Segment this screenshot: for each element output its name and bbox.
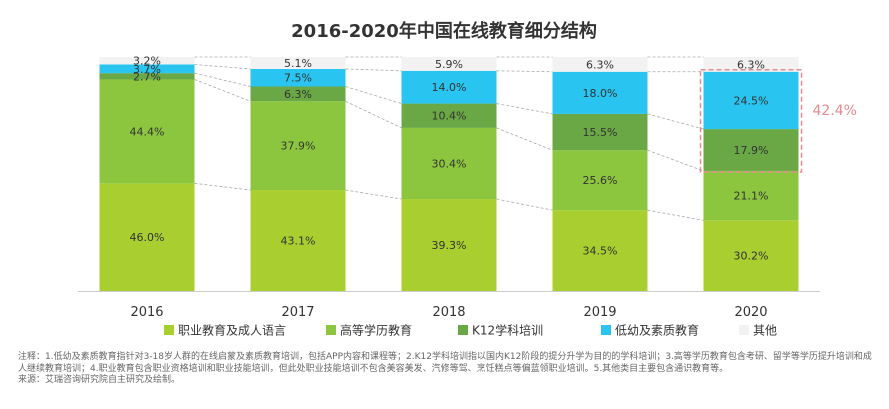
x-tick-label: 2019 bbox=[583, 305, 616, 320]
bar-segment bbox=[552, 150, 648, 211]
value-label: 46.0% bbox=[130, 231, 165, 244]
chart-notes: 注释：1.低幼及素质教育指针对3-18岁人群的在线启蒙及素质教育培训，包括APP… bbox=[18, 352, 878, 387]
connector-line bbox=[647, 149, 704, 172]
value-label: 14.0% bbox=[432, 81, 467, 94]
bar-segment bbox=[250, 101, 346, 191]
value-label: 30.4% bbox=[432, 157, 467, 170]
bar-segment bbox=[552, 210, 648, 291]
bar-segment bbox=[99, 73, 195, 80]
legend-swatch bbox=[739, 325, 749, 335]
source-text: 来源：艾瑞咨询研究院自主研究及绘制。 bbox=[18, 375, 181, 385]
value-label: 43.1% bbox=[281, 235, 316, 248]
value-label: 25.6% bbox=[583, 174, 618, 187]
value-label: 30.2% bbox=[734, 250, 769, 263]
value-label: 37.9% bbox=[281, 140, 316, 153]
value-label: 34.5% bbox=[583, 245, 618, 258]
bar-segment bbox=[703, 57, 799, 72]
bar-segment bbox=[99, 64, 195, 74]
value-label: 5.9% bbox=[435, 58, 463, 71]
bar-segment bbox=[401, 127, 497, 200]
connector-lines bbox=[194, 56, 704, 221]
x-tick-label: 2018 bbox=[432, 305, 465, 320]
stacked-bar-chart: 2016-2020年中国在线教育细分结构 46.0%44.4%2.7%3.7%3… bbox=[78, 20, 857, 338]
connector-line bbox=[345, 68, 402, 72]
value-label: 15.5% bbox=[583, 126, 618, 139]
value-label: 3.2% bbox=[133, 55, 161, 68]
value-label: 6.3% bbox=[737, 58, 765, 71]
bar-segment bbox=[250, 57, 346, 69]
bar-segment bbox=[703, 71, 799, 130]
legend-label: 其他 bbox=[753, 324, 777, 338]
legend-label: K12学科培训 bbox=[472, 323, 543, 338]
bar-segment bbox=[401, 70, 497, 104]
notes-text: 注释：1.低幼及素质教育指针对3-18岁人群的在线启蒙及素质教育培训，包括APP… bbox=[18, 352, 872, 374]
value-label: 24.5% bbox=[734, 94, 769, 107]
legend-label: 高等学历教育 bbox=[340, 323, 412, 338]
legend-label: 低幼及素质教育 bbox=[615, 323, 699, 338]
x-tick-label: 2017 bbox=[281, 305, 314, 320]
connector-line bbox=[194, 182, 251, 191]
value-label: 2.7% bbox=[133, 70, 161, 83]
bar-segment bbox=[552, 71, 648, 114]
legend-swatch bbox=[164, 325, 174, 335]
bar-segment bbox=[703, 170, 799, 221]
connector-line bbox=[496, 70, 553, 73]
bar-segment bbox=[99, 79, 195, 184]
connector-line bbox=[496, 127, 553, 151]
value-label: 17.9% bbox=[734, 144, 769, 157]
connector-line bbox=[345, 100, 402, 129]
value-label: 39.3% bbox=[432, 239, 467, 252]
value-label: 7.5% bbox=[284, 72, 312, 85]
value-label: 18.0% bbox=[583, 87, 618, 100]
bar-segment bbox=[703, 129, 799, 171]
bar-segment bbox=[250, 190, 346, 291]
bar-segment bbox=[99, 183, 195, 291]
highlight-annotation: 42.4% bbox=[699, 68, 857, 173]
connector-line bbox=[496, 198, 553, 211]
value-label: 44.4% bbox=[130, 125, 165, 138]
legend: 职业教育及成人语言 高等学历教育 K12学科培训 低幼及素质教育 其他 bbox=[164, 323, 777, 338]
connector-line bbox=[496, 103, 553, 115]
bar-segment bbox=[552, 57, 648, 72]
value-label: 6.3% bbox=[586, 58, 614, 71]
value-label: 21.1% bbox=[734, 190, 769, 203]
x-tick-labels: 2016 2017 2018 2019 2020 bbox=[130, 305, 767, 320]
value-label: 6.3% bbox=[284, 88, 312, 101]
bar-segment bbox=[703, 220, 799, 291]
highlight-label: 42.4% bbox=[813, 103, 857, 119]
connector-line bbox=[647, 113, 704, 130]
x-tick-label: 2020 bbox=[734, 305, 767, 320]
bar-segment bbox=[552, 113, 648, 151]
chart-title: 2016-2020年中国在线教育细分结构 bbox=[291, 20, 597, 42]
connector-line bbox=[345, 86, 402, 104]
value-label: 10.4% bbox=[432, 110, 467, 123]
bar-segment bbox=[99, 57, 195, 65]
highlight-box bbox=[699, 68, 803, 173]
bar-segment bbox=[250, 86, 346, 102]
connector-line bbox=[194, 79, 251, 102]
connector-line bbox=[194, 72, 251, 87]
value-label: 5.1% bbox=[284, 57, 312, 70]
legend-label: 职业教育及成人语言 bbox=[178, 323, 286, 338]
value-label: 3.7% bbox=[133, 63, 161, 76]
legend-swatch bbox=[326, 325, 336, 335]
value-labels: 46.0% 44.4% 2.7%3.7%3.2% 43.1% 37.9% 6.3% 7.5%… bbox=[130, 55, 769, 263]
legend-swatch bbox=[458, 325, 468, 335]
bar-segment bbox=[401, 103, 497, 128]
bar-segment bbox=[401, 199, 497, 291]
connector-line bbox=[194, 64, 251, 70]
connector-line bbox=[345, 189, 402, 200]
bar-segment bbox=[250, 68, 346, 87]
x-tick-label: 2016 bbox=[130, 305, 163, 320]
bars bbox=[99, 57, 799, 291]
connector-line bbox=[647, 209, 704, 221]
legend-swatch bbox=[601, 325, 611, 335]
bar-segment bbox=[401, 57, 497, 71]
